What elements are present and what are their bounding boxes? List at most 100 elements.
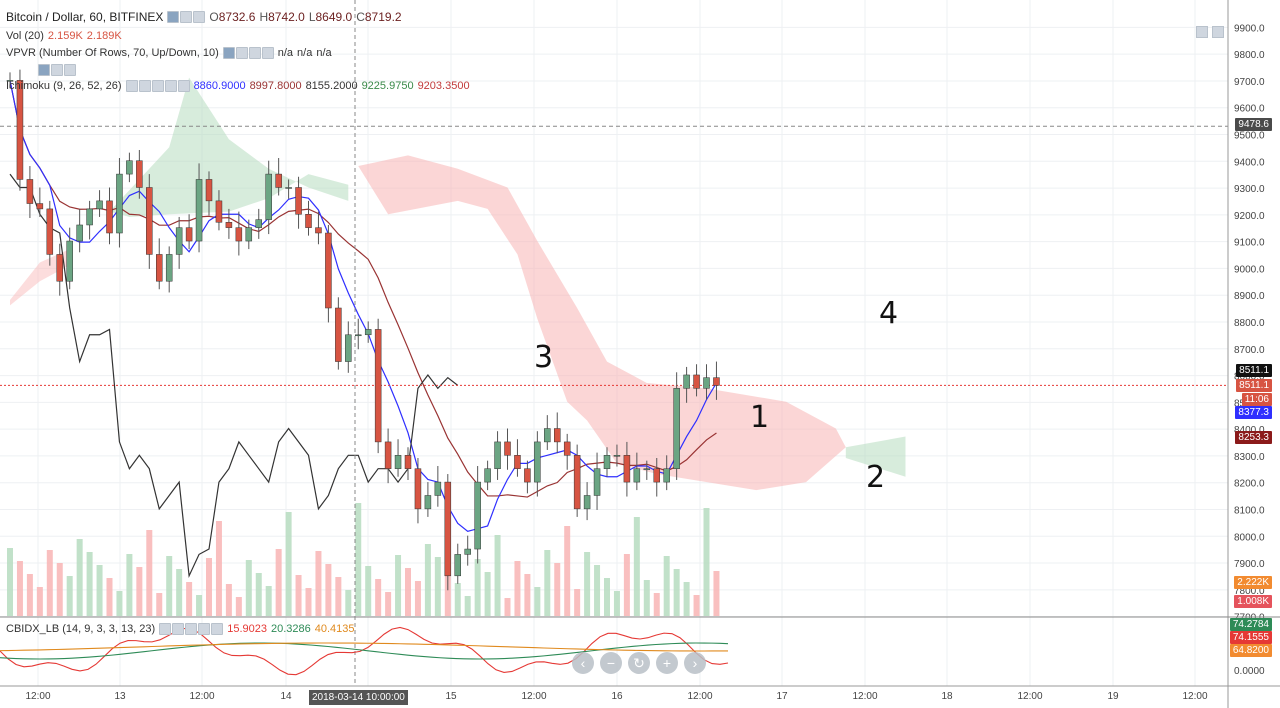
vpvr-label[interactable]: VPVR (Number Of Rows, 70, Up/Down, 10) <box>6 47 219 59</box>
maximize-pane-button[interactable] <box>1212 26 1224 38</box>
cbidx-label[interactable]: CBIDX_LB (14, 9, 3, 3, 13, 23) <box>6 623 156 635</box>
zoom-in-button[interactable]: + <box>656 652 678 674</box>
volume-bar <box>365 566 372 616</box>
candle-body <box>86 208 93 226</box>
candle-body <box>524 468 531 483</box>
candle-body <box>185 227 193 242</box>
volume-bar <box>395 555 402 616</box>
volume-bar <box>554 563 561 616</box>
candle-body <box>663 468 670 483</box>
volume-bar <box>424 544 431 616</box>
osc-tag-2: 74.1555 <box>1229 631 1272 644</box>
candle-body <box>46 208 54 255</box>
zoom-out-button[interactable]: − <box>600 652 622 674</box>
reset-chart-button[interactable]: ↻ <box>628 652 650 674</box>
candle-body <box>136 160 143 188</box>
legend-controls[interactable] <box>167 11 206 23</box>
cbidx-value-2: 20.3286 <box>270 623 311 635</box>
osc-tag-1: 74.2784 <box>1229 618 1272 631</box>
symbol-title[interactable]: Bitcoin / Dollar, 60, BITFINEX <box>6 10 164 24</box>
volume-bar <box>564 526 571 616</box>
volume-bar <box>76 539 83 616</box>
price-tick-label: 8600.0 <box>1234 372 1265 383</box>
cbidx-controls[interactable] <box>159 623 224 635</box>
ichimoku-label[interactable]: Ichimoku (9, 26, 52, 26) <box>6 80 122 92</box>
ichimoku-controls[interactable] <box>125 80 190 92</box>
volume-bar <box>66 576 73 616</box>
price-tick-label: 8400.0 <box>1234 425 1265 436</box>
candle-body <box>16 80 24 180</box>
vpvr-value-2: n/a <box>297 47 313 59</box>
scroll-left-button[interactable]: ‹ <box>572 652 594 674</box>
cloud-bear-segment <box>358 155 846 491</box>
volume-bar <box>166 556 173 616</box>
volume-bar <box>156 593 163 616</box>
candle-body <box>335 307 342 362</box>
volume-bar <box>86 552 93 616</box>
candle-body <box>444 481 452 577</box>
price-tick-label: 9900.0 <box>1234 23 1265 34</box>
candle-body <box>573 455 581 510</box>
collapse-pane-button[interactable] <box>1196 26 1208 38</box>
candle-body <box>26 179 34 204</box>
extra-controls[interactable] <box>38 64 76 76</box>
vpvr-controls[interactable] <box>222 47 274 59</box>
candle-body <box>6 80 14 82</box>
candle-body <box>116 173 123 234</box>
low-label: L <box>308 10 316 24</box>
time-tick-label: 18 <box>941 691 953 702</box>
candle-body <box>514 455 521 469</box>
candle-body <box>603 455 611 469</box>
candle-body <box>424 495 432 510</box>
time-tick-label: 12:00 <box>25 691 50 702</box>
candle-body <box>693 374 700 389</box>
volume-bar <box>604 578 610 616</box>
volume-bar <box>544 550 551 616</box>
time-cursor-label: 2018-03-14 10:00:00 <box>309 690 408 705</box>
volume-bar <box>315 551 322 616</box>
price-tick-label: 9300.0 <box>1234 184 1265 195</box>
candle-body <box>235 227 243 242</box>
candle-body <box>215 200 223 223</box>
time-tick-label: 12:00 <box>1182 691 1207 702</box>
volume-bar <box>464 596 471 616</box>
header-legend: Bitcoin / Dollar, 60, BITFINEX O8732.6 H… <box>6 10 402 24</box>
high-label: H <box>259 10 269 24</box>
vol-label[interactable]: Vol (20) <box>6 30 44 42</box>
cloud-bear-segment <box>10 249 70 306</box>
volume-bar <box>7 548 13 616</box>
time-tick-label: 12:00 <box>1017 691 1042 702</box>
indicator-lines <box>0 0 1228 686</box>
scroll-right-button[interactable]: › <box>684 652 706 674</box>
candle-body <box>295 187 302 215</box>
volume-bar <box>633 517 640 616</box>
cbidx-value-3: 40.4135 <box>314 623 355 635</box>
volume-bar <box>136 567 143 616</box>
time-tick-label: 15 <box>445 691 457 702</box>
price-tick-label: 8000.0 <box>1234 532 1265 543</box>
cbidx-legend: CBIDX_LB (14, 9, 3, 3, 13, 23) 15.9023 2… <box>6 623 355 635</box>
volume-bar <box>414 581 421 616</box>
cloud-bull-segment <box>845 436 906 477</box>
candle-body <box>494 441 501 469</box>
volume-bar <box>534 587 541 616</box>
candle-body <box>345 334 352 362</box>
candle-body <box>305 214 312 228</box>
candle-body <box>56 254 63 282</box>
volume-bar <box>225 584 232 616</box>
candle-body <box>504 441 511 456</box>
volume-bar <box>584 552 591 616</box>
candle-body <box>205 179 213 202</box>
vol-legend: Vol (20) 2.159K 2.189K <box>6 30 122 42</box>
price-tick-label: 9400.0 <box>1234 157 1265 168</box>
volume-bar <box>126 554 133 616</box>
candle-body <box>315 227 322 234</box>
candle-body <box>76 224 83 242</box>
candle-body <box>195 179 203 242</box>
cbidx-mid-line <box>0 642 729 660</box>
vol-tag: 1.008K <box>1234 595 1272 608</box>
osc-tick-label: 0.0000 <box>1234 666 1265 677</box>
volume-bar <box>56 563 63 616</box>
candle-body <box>265 173 272 220</box>
